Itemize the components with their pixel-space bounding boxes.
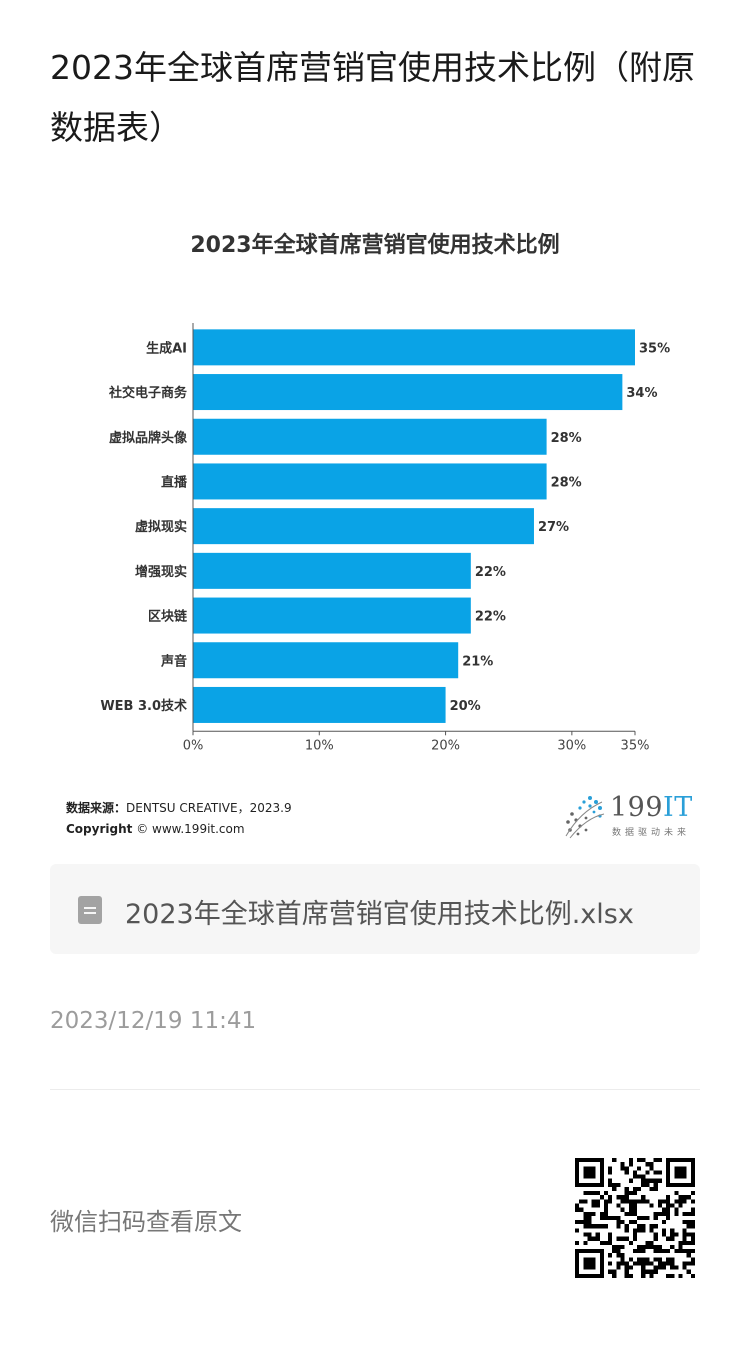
copyright-text: © www.199it.com [136, 822, 245, 836]
attachment-card[interactable]: 2023年全球首席营销官使用技术比例.xlsx [50, 864, 700, 954]
category-label: WEB 3.0技术 [100, 698, 187, 714]
value-label: 27% [538, 520, 569, 535]
brand-logo: 199IT 数据驱动未来 [560, 792, 700, 840]
x-tick-label: 20% [431, 738, 460, 753]
logo-slogan: 数据驱动未来 [612, 828, 691, 838]
chart-title: 2023年全球首席营销官使用技术比例 [190, 233, 560, 258]
x-tick-label: 10% [305, 738, 334, 753]
category-label: 增强现实 [135, 564, 187, 580]
x-tick-label: 35% [621, 738, 650, 753]
category-label: 虚拟品牌头像 [109, 430, 188, 446]
category-label: 社交电子商务 [108, 385, 188, 401]
source-note: 数据来源：DENTSU CREATIVE，2023.9 Copyright © … [66, 798, 292, 840]
bar-chart: 生成AI 35% 社交电子商务 34% 虚拟品牌头像 28% 直播 28% 虚拟现实 27% 增强现… [100, 323, 670, 753]
logo-dots-icon [565, 796, 605, 839]
bar [193, 463, 547, 500]
category-label: 生成AI [146, 340, 187, 356]
bar [193, 374, 623, 411]
page-title: 2023年全球首席营销官使用技术比例（附原数据表） [50, 48, 695, 147]
x-tick-label: 0% [183, 738, 204, 753]
value-label: 28% [551, 475, 582, 490]
publish-timestamp: 2023/12/19 11:41 [50, 1008, 257, 1034]
value-label: 28% [551, 431, 582, 446]
bar [193, 329, 635, 366]
value-label: 35% [639, 341, 670, 356]
bar [193, 508, 534, 545]
chart-container: 2023年全球首席营销官使用技术比例 生成AI 35% 社交电子商务 34% 虚拟品牌头… [50, 205, 700, 845]
copyright-label: Copyright [66, 822, 133, 836]
category-label: 直播 [161, 474, 188, 490]
value-label: 22% [475, 610, 506, 625]
attachment-file-name[interactable]: 2023年全球首席营销官使用技术比例.xlsx [125, 899, 634, 930]
value-label: 34% [626, 386, 657, 401]
bar [193, 597, 471, 634]
qr-code-icon[interactable] [575, 1158, 695, 1278]
scan-instruction: 微信扫码查看原文 [50, 1208, 242, 1236]
x-tick-label: 30% [557, 738, 586, 753]
value-label: 20% [450, 699, 481, 714]
value-label: 21% [462, 654, 493, 669]
logo-text: 199IT [610, 792, 693, 823]
category-label: 区块链 [148, 609, 188, 625]
bar [193, 552, 471, 589]
bar [193, 642, 459, 679]
category-label: 声音 [160, 653, 187, 669]
bar [193, 686, 446, 723]
bar [193, 418, 547, 455]
divider [50, 1089, 700, 1090]
category-label: 虚拟现实 [135, 519, 187, 535]
document-icon [78, 896, 102, 924]
source-text: DENTSU CREATIVE，2023.9 [126, 801, 292, 815]
value-label: 22% [475, 565, 506, 580]
source-label: 数据来源： [66, 801, 127, 815]
